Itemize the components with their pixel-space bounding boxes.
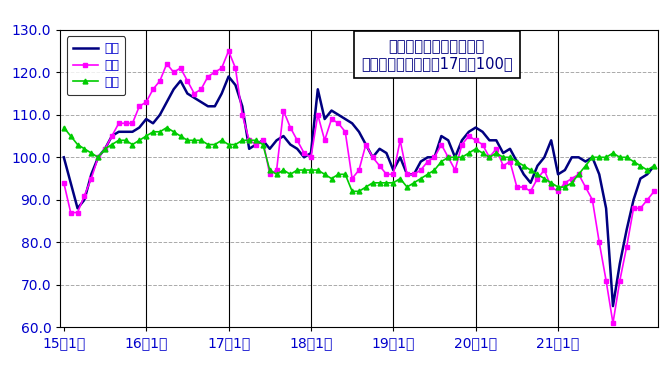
Text: 鳥取県鉱工業指数の推移
（季節調整済、平成17年＝100）: 鳥取県鉱工業指数の推移 （季節調整済、平成17年＝100）	[361, 39, 513, 71]
Legend: 生産, 出荷, 在庫: 生産, 出荷, 在庫	[66, 36, 125, 95]
